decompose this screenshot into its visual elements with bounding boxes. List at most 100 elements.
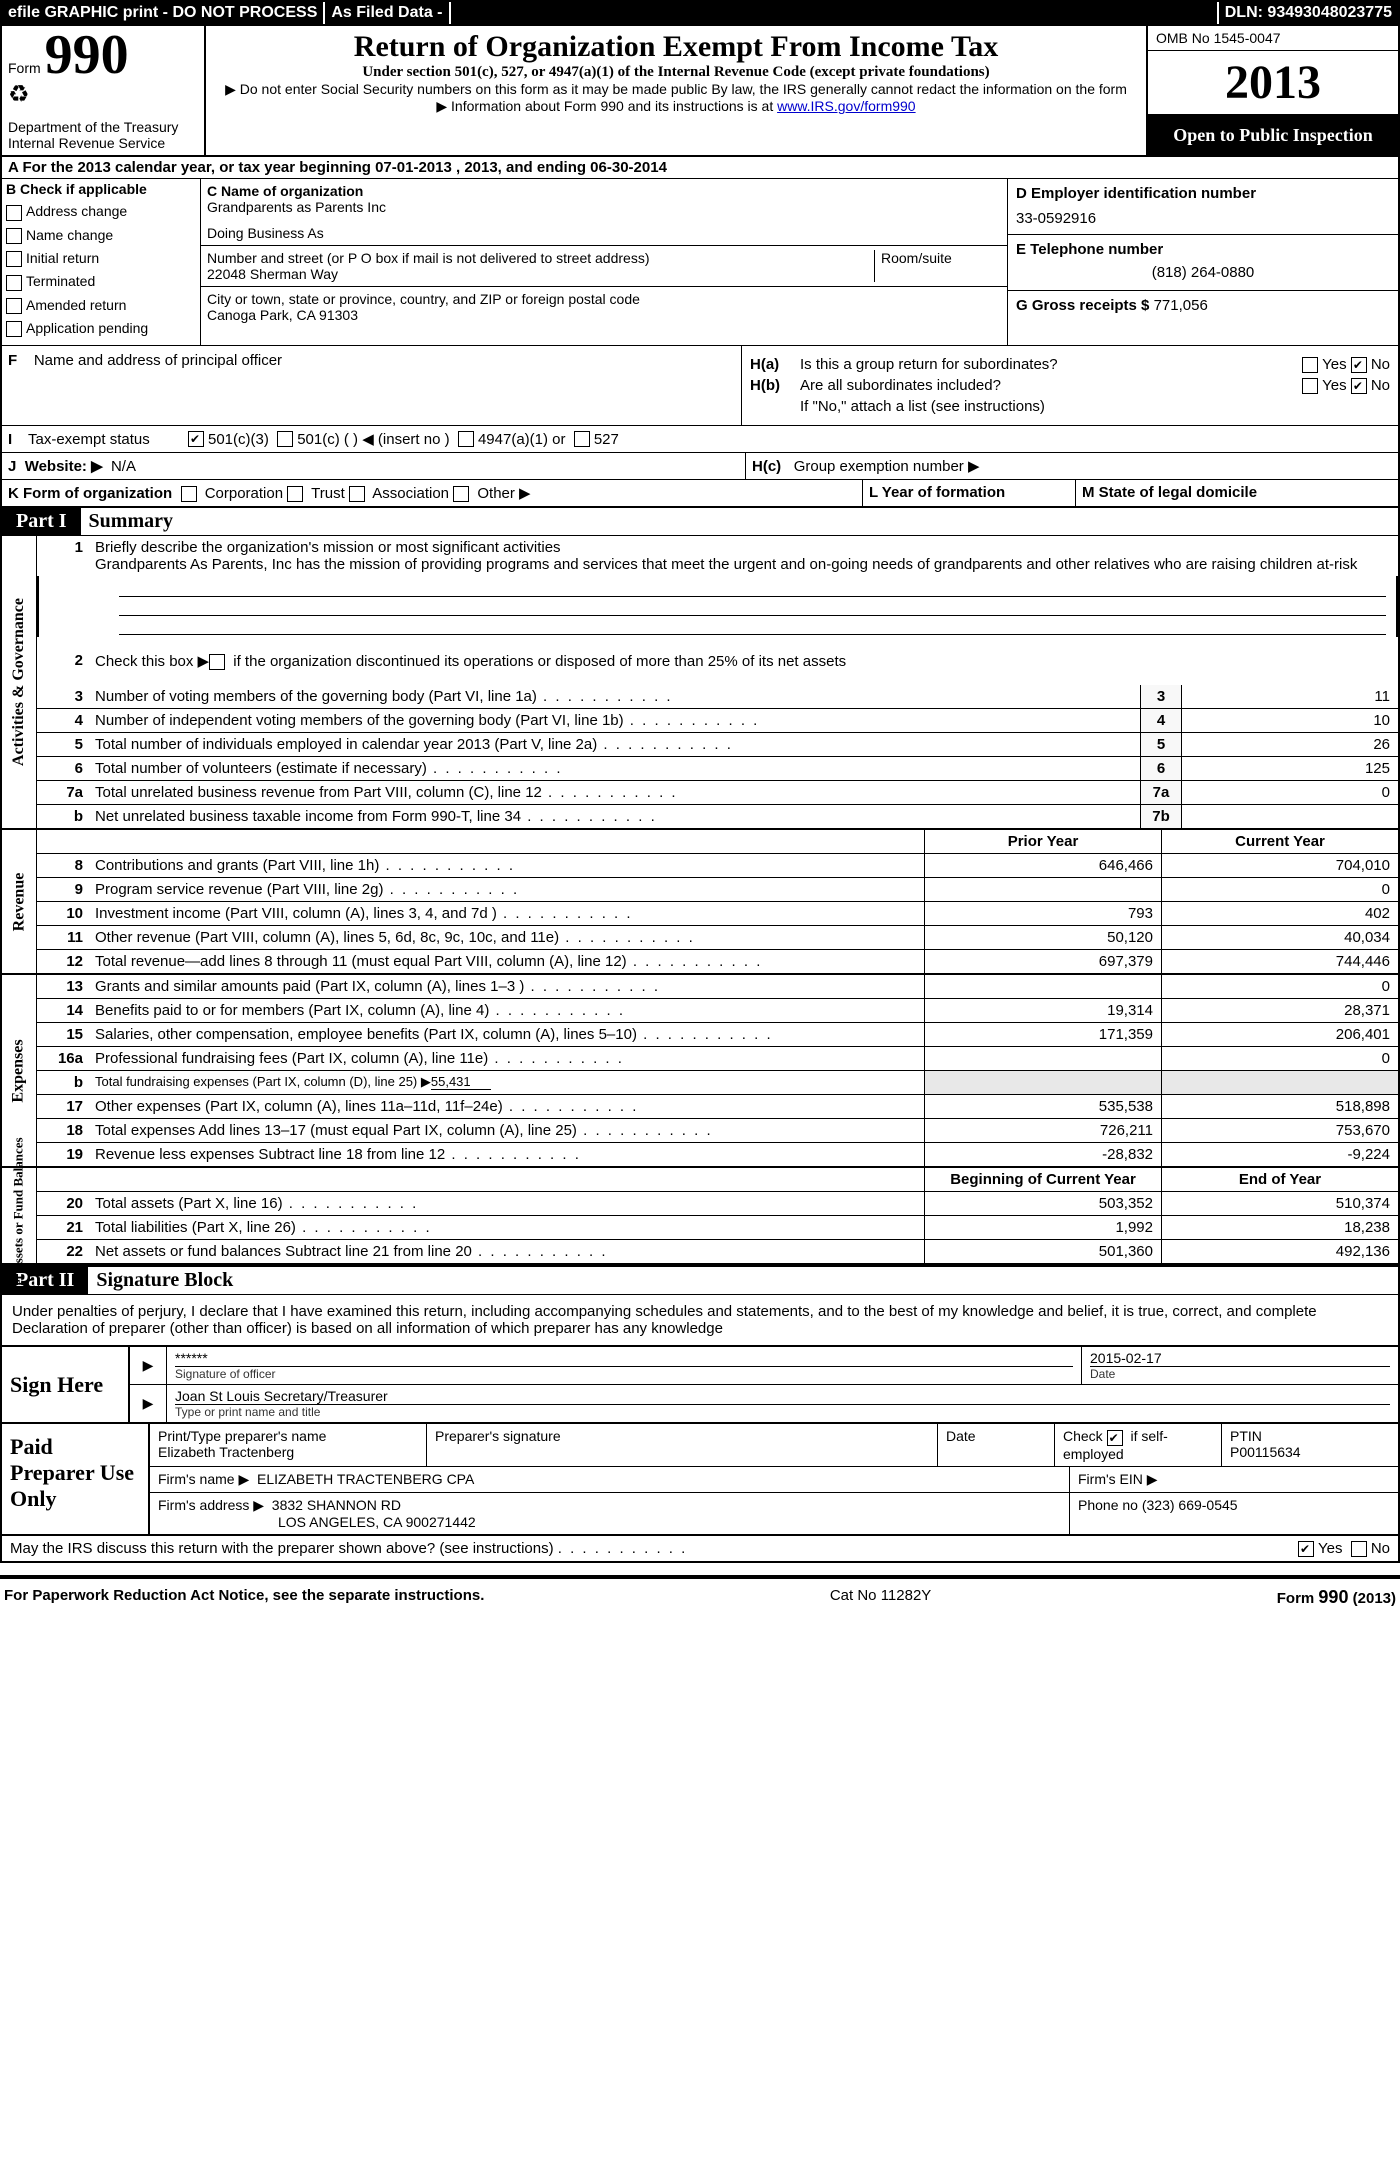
row-desc: Total number of individuals employed in … [89,733,1140,756]
chk-label: Terminated [26,273,95,289]
summary-row: 4 Number of independent voting members o… [37,709,1398,733]
chk-other[interactable] [453,486,469,502]
side-gov-text: Activities & Governance [10,598,28,766]
chk-assoc[interactable] [349,486,365,502]
chk-trust[interactable] [287,486,303,502]
row-klm: K Form of organization Corporation Trust… [0,479,1400,508]
row-desc: Salaries, other compensation, employee b… [89,1023,924,1046]
gross-label: G Gross receipts $ [1016,297,1149,314]
i-label: I [8,431,28,448]
row-desc: Net assets or fund balances Subtract lin… [89,1240,924,1263]
chk-527[interactable] [574,431,590,447]
col-b-title: B Check if applicable [6,181,196,197]
summary-row: 10 Investment income (Part VIII, column … [37,902,1398,926]
summary-row: 18 Total expenses Add lines 13–17 (must … [37,1119,1398,1143]
chk-terminated[interactable]: Terminated [6,273,196,290]
ptin-value: P00115634 [1230,1444,1390,1460]
j-label: J [8,458,16,475]
chk-discontinued[interactable] [209,654,225,670]
chk-label: Initial return [26,250,99,266]
firm-city: LOS ANGELES, CA 900271442 [158,1514,1061,1530]
summary-row: 7a Total unrelated business revenue from… [37,781,1398,805]
chk-app-pending[interactable]: Application pending [6,320,196,337]
row-i: I Tax-exempt status 501(c)(3) 501(c) ( )… [0,425,1400,452]
ein-label: D Employer identification number [1016,185,1390,202]
l-label: L Year of formation [869,484,1005,501]
row-num: 22 [37,1240,89,1263]
hb-text: Are all subordinates included? [800,377,1302,394]
hb-label: H(b) [750,377,800,394]
header-center: Return of Organization Exempt From Incom… [206,26,1146,155]
opt-501c3: 501(c)(3) [208,431,269,448]
form-note2: ▶ Information about Form 990 and its ins… [216,98,1136,115]
row-current-year: 28,371 [1161,999,1398,1022]
chk-name-change[interactable]: Name change [6,227,196,244]
ha-yes-chk[interactable] [1302,357,1318,373]
row-value: 0 [1181,781,1398,804]
part2-header: Part II Signature Block [0,1265,1400,1295]
tel-value: (818) 264-0880 [1016,264,1390,281]
footer-right: Form 990 (2013) [1277,1587,1396,1608]
efile-label: efile GRAPHIC print - DO NOT PROCESS [2,2,325,24]
opt-527: 527 [594,431,619,448]
na-section: Net Assets or Fund Balances Beginning of… [0,1168,1400,1265]
form-word: Form [8,60,41,76]
col-d: D Employer identification number 33-0592… [1008,179,1398,345]
row-desc: Grants and similar amounts paid (Part IX… [89,975,924,998]
irs-link[interactable]: www.IRS.gov/form990 [777,98,916,114]
dba-label: Doing Business As [207,225,1001,241]
form-subtitle: Under section 501(c), 527, or 4947(a)(1)… [216,64,1136,81]
chk-label: Address change [26,203,127,219]
row-desc: Total number of volunteers (estimate if … [89,757,1140,780]
row-value: 125 [1181,757,1398,780]
signature-label: Signature of officer [175,1366,1073,1381]
head-boy: Beginning of Current Year [924,1168,1161,1191]
addr-label: Number and street (or P O box if mail is… [207,250,868,266]
row-prior-year [924,1071,1161,1094]
opt-501c: 501(c) ( ) ◀ (insert no ) [297,430,449,448]
chk-address-change[interactable]: Address change [6,203,196,220]
chk-501c3[interactable] [188,431,204,447]
side-gov: Activities & Governance [2,536,37,828]
header: Form 990 ♻ Department of the Treasury In… [0,26,1400,157]
chk-self-employed[interactable] [1107,1430,1123,1446]
row-num: 7a [37,781,89,804]
discuss-yes-chk[interactable] [1298,1541,1314,1557]
yes-label: Yes [1318,1540,1342,1557]
no-label: No [1371,1540,1390,1557]
hb-yes-chk[interactable] [1302,378,1318,394]
hb-note: If "No," attach a list (see instructions… [800,398,1390,415]
discuss-no-chk[interactable] [1351,1541,1367,1557]
row-desc: Contributions and grants (Part VIII, lin… [89,854,924,877]
chk-corp[interactable] [181,486,197,502]
chk-501c[interactable] [277,431,293,447]
prep-name: Elizabeth Tractenberg [158,1444,418,1460]
row-box-num: 6 [1140,757,1181,780]
row-num: 11 [37,926,89,949]
form-note2-pre: ▶ Information about Form 990 and its ins… [436,98,777,114]
chk-4947[interactable] [458,431,474,447]
org-name: Grandparents as Parents Inc [207,199,1001,215]
chk-initial-return[interactable]: Initial return [6,250,196,267]
part2-title: Signature Block [88,1267,241,1294]
row-desc: Number of voting members of the governin… [89,685,1140,708]
dln: DLN: 93493048023775 [1217,2,1398,24]
row-current-year: 0 [1161,878,1398,901]
chk-amended[interactable]: Amended return [6,297,196,314]
addr-value: 22048 Sherman Way [207,266,868,282]
row-prior-year: 19,314 [924,999,1161,1022]
hb-no-chk[interactable] [1351,378,1367,394]
dept-line2: Internal Revenue Service [8,135,198,151]
row-desc: Total revenue—add lines 8 through 11 (mu… [89,950,924,973]
firm-ein-label: Firm's EIN ▶ [1070,1467,1398,1492]
ein-value: 33-0592916 [1016,210,1390,227]
row-num: b [37,805,89,828]
row-j: J Website: ▶ N/A [2,453,746,479]
summary-row: 8 Contributions and grants (Part VIII, l… [37,854,1398,878]
row-current-year: 0 [1161,1047,1398,1070]
row-num: 12 [37,950,89,973]
sign-here: Sign Here ▶ ****** Signature of officer … [0,1347,1400,1424]
firm-name: ELIZABETH TRACTENBERG CPA [257,1471,474,1487]
ha-no-chk[interactable] [1351,357,1367,373]
row-num: 6 [37,757,89,780]
